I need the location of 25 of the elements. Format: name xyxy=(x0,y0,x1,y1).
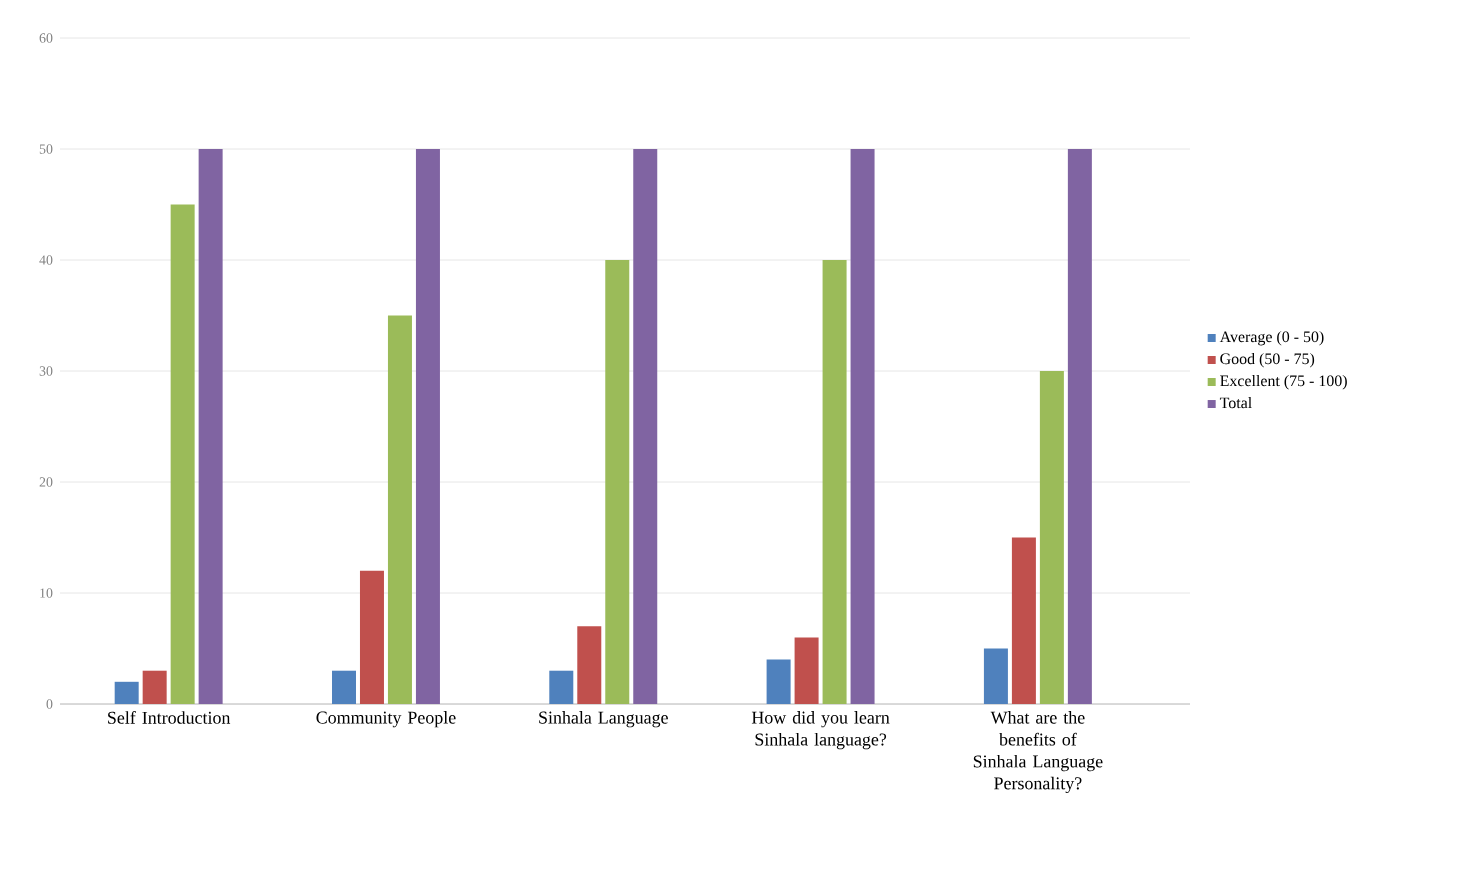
bar xyxy=(766,659,791,704)
bar xyxy=(822,260,847,704)
bar xyxy=(633,149,658,704)
bar xyxy=(198,149,223,704)
bar xyxy=(577,626,602,704)
x-tick-label: What are the benefits of Sinhala Language Personality? xyxy=(973,711,1103,794)
bar xyxy=(1039,371,1064,704)
bar xyxy=(359,570,384,704)
bar xyxy=(605,260,630,704)
x-tick-label: How did you learn Sinhala language? xyxy=(751,711,890,750)
bar xyxy=(415,149,440,704)
bar xyxy=(850,149,875,704)
bar xyxy=(170,204,195,704)
bar xyxy=(794,637,819,704)
bar xyxy=(142,670,167,704)
x-tick-label: Sinhala Language xyxy=(539,711,668,728)
bar xyxy=(387,315,412,704)
bar xyxy=(1011,537,1036,704)
bar xyxy=(1067,149,1092,704)
bar xyxy=(983,648,1008,704)
bar xyxy=(331,670,356,704)
bar xyxy=(549,670,574,704)
x-tick-label: Community People xyxy=(316,711,456,728)
bar xyxy=(114,681,139,704)
x-tick-label: Self Introduction xyxy=(108,711,231,724)
